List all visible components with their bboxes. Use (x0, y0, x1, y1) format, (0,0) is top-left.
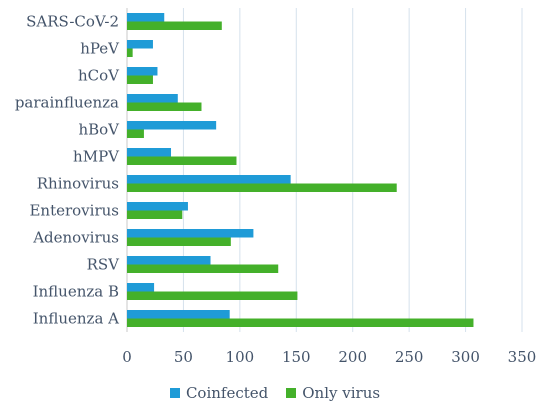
category-label: hBoV (78, 121, 120, 139)
category-label: RSV (87, 256, 121, 274)
gridlines (126, 8, 523, 332)
bar-only-virus (127, 210, 183, 219)
bar-coinfected (127, 175, 291, 184)
bar-coinfected (127, 283, 155, 292)
legend: Coinfected Only virus (0, 384, 550, 402)
category-label: hPeV (80, 40, 120, 58)
bar-coinfected (127, 229, 254, 238)
bar-coinfected (127, 256, 211, 265)
bar-only-virus (127, 264, 279, 273)
bar-only-virus (127, 291, 298, 300)
legend-item-only-virus: Only virus (286, 384, 380, 402)
legend-item-coinfected: Coinfected (169, 384, 269, 402)
category-label: Rhinovirus (37, 175, 119, 193)
x-tick-label: 250 (395, 348, 424, 366)
category-label: Adenovirus (32, 229, 119, 247)
bar-only-virus (127, 48, 133, 57)
bar-chart: SARS-CoV-2 hPeV hCoV parainfluenza hBoV hMPV R… (15, 8, 536, 366)
bar-only-virus (127, 318, 474, 327)
bar-coinfected (127, 148, 172, 157)
bar-only-virus (127, 183, 397, 192)
bar-only-virus (127, 237, 231, 246)
category-labels: SARS-CoV-2 hPeV hCoV parainfluenza hBoV hMPV R… (15, 13, 120, 328)
bar-coinfected (127, 13, 165, 22)
bar-coinfected (127, 121, 217, 130)
category-label: Enterovirus (29, 202, 119, 220)
bar-coinfected (127, 94, 178, 103)
x-tick-labels: 0 50 100 150 200 250 300 350 (122, 348, 536, 366)
bar-only-virus (127, 21, 222, 30)
x-tick-label: 150 (282, 348, 311, 366)
x-tick-label: 100 (226, 348, 255, 366)
bar-only-virus (127, 156, 237, 165)
legend-swatch-coinfected (169, 388, 180, 398)
bars (127, 13, 474, 327)
category-label: Influenza B (33, 283, 119, 301)
bar-coinfected (127, 40, 153, 49)
category-label: hCoV (78, 67, 120, 85)
legend-label-only-virus: Only virus (302, 384, 381, 402)
x-tick-label: 50 (174, 348, 193, 366)
bar-coinfected (127, 67, 158, 76)
legend-label-coinfected: Coinfected (185, 384, 269, 402)
bar-coinfected (127, 202, 188, 211)
x-tick-label: 200 (338, 348, 367, 366)
category-label: Influenza A (33, 310, 119, 328)
legend-swatch-only-virus (286, 388, 297, 398)
category-label: hMPV (73, 148, 120, 166)
x-tick-label: 0 (122, 348, 132, 366)
bar-only-virus (127, 129, 144, 138)
bar-only-virus (127, 102, 202, 111)
x-tick-label: 350 (508, 348, 537, 366)
bar-coinfected (127, 310, 230, 319)
category-label: parainfluenza (15, 94, 119, 112)
bar-only-virus (127, 75, 153, 84)
category-label: SARS-CoV-2 (26, 13, 119, 31)
x-tick-label: 300 (451, 348, 480, 366)
